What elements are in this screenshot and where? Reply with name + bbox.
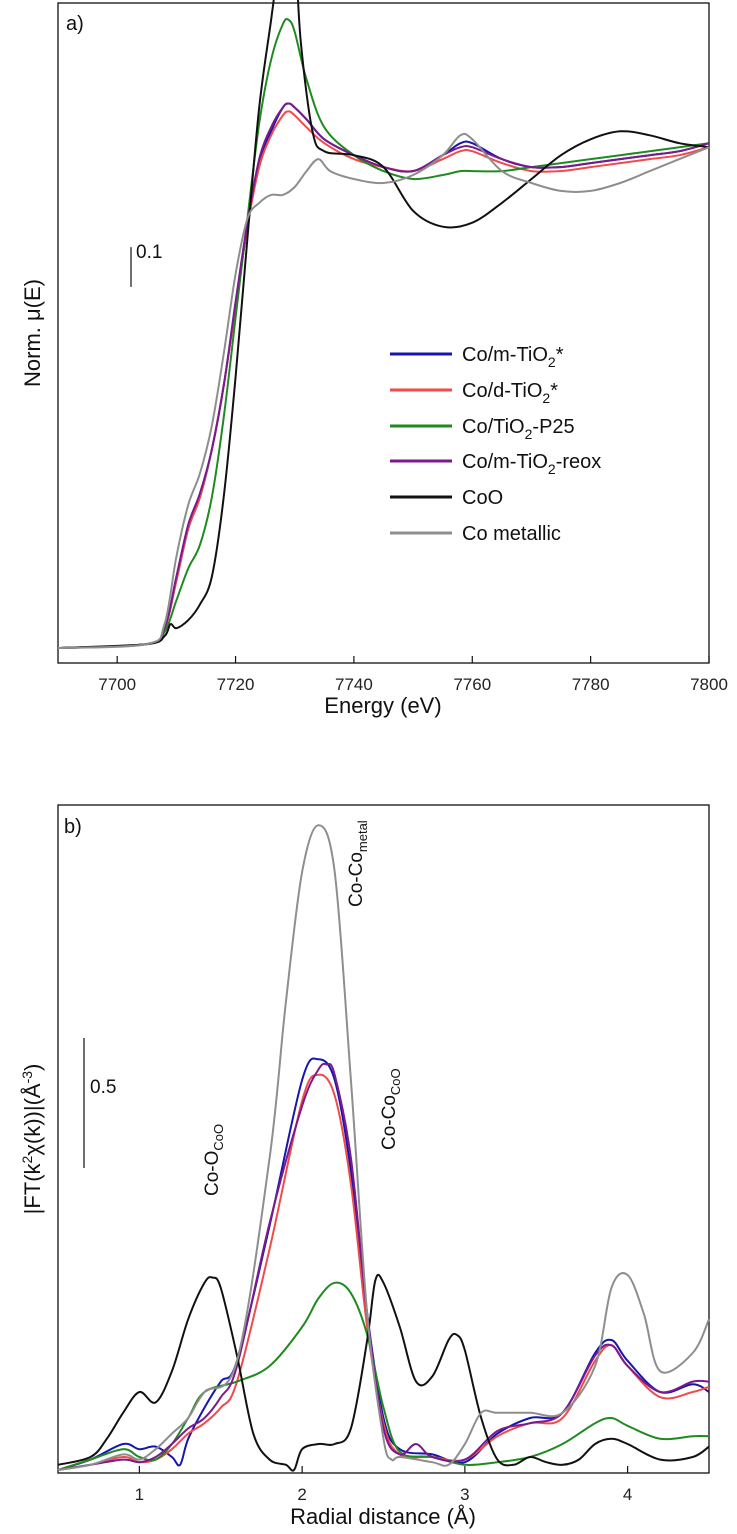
panel-a-series-group	[57, 0, 710, 649]
panel-b-x-tick-label: 2	[297, 1485, 306, 1504]
panel-b-exafs: b) 1 2 3 4 Radial distance (Å) |FT(k2χ(k))|…	[19, 804, 710, 1529]
panel-a-x-tick-label: 7760	[453, 675, 491, 694]
panel-b-series-line-co-metallic	[57, 824, 710, 1471]
panel-a-x-tick-label: 7720	[217, 675, 255, 694]
panel-a-y-axis-title: Norm. μ(E)	[20, 279, 45, 387]
panel-a-scale-bar-label: 0.1	[136, 242, 162, 263]
panel-b-series-line-coo	[57, 1273, 710, 1472]
panel-a-xanes: a) 7700 7720 7740 7760 7780 7800 Energy (eV) …	[20, 0, 728, 718]
legend-label-co-tio2-p25: Co/TiO2-P25	[462, 416, 575, 442]
panel-b-frame	[57, 804, 710, 1474]
panel-a-x-axis-title: Energy (eV)	[324, 693, 441, 718]
panel-a-frame	[57, 2, 710, 664]
legend-entry-co-m-tio2-reox: Co/m-TiO2-reox	[390, 451, 601, 477]
panel-b-scale-bar-label: 0.5	[90, 1077, 116, 1098]
panel-a-x-tick-label: 7800	[690, 675, 728, 694]
panel-a-x-tick-label: 7740	[335, 675, 373, 694]
panel-a-x-tick-label: 7780	[572, 675, 610, 694]
panel-a-scale-bar: 0.1	[130, 242, 162, 287]
panel-a-x-axis: 7700 7720 7740 7760 7780 7800	[98, 656, 728, 694]
legend-entry-co-metallic: Co metallic	[390, 523, 561, 545]
legend-entry-co-tio2-p25: Co/TiO2-P25	[390, 416, 575, 442]
legend-label-coo: CoO	[462, 487, 503, 509]
legend-entry-co-m-tio2: Co/m-TiO2*	[390, 344, 564, 370]
panel-b-series-line-co-d-tio2	[57, 1073, 710, 1471]
panel-b-x-axis-title: Radial distance (Å)	[290, 1504, 476, 1529]
panel-a-x-tick-label: 7700	[98, 675, 136, 694]
panel-b-series-line-co-tio2-p25	[57, 1281, 710, 1471]
panel-b-y-axis-title: |FT(k2χ(k))|(Å-3)	[19, 1064, 45, 1215]
panel-b-x-tick-label: 1	[135, 1485, 144, 1504]
legend-label-co-d-tio2: Co/d-TiO2*	[462, 380, 558, 406]
legend-label-co-m-tio2-reox: Co/m-TiO2-reox	[462, 451, 601, 477]
annotation-co-co-coo: Co-CoCoO	[379, 1068, 403, 1150]
panel-b-series-group	[57, 824, 710, 1472]
panel-a-series-line-co-m-tio2-reox	[57, 102, 710, 649]
panel-a-series-line-coo	[57, 0, 710, 649]
panel-b-x-tick-label: 3	[460, 1485, 469, 1504]
legend-entry-coo: CoO	[390, 487, 503, 509]
panel-a-series-line-co-d-tio2	[57, 110, 710, 649]
panel-b-series-line-co-m-tio2-reox	[57, 1062, 710, 1471]
panel-b-scale-bar: 0.5	[83, 1038, 116, 1168]
legend-entry-co-d-tio2: Co/d-TiO2*	[390, 380, 558, 406]
panel-b-x-axis: 1 2 3 4	[135, 1466, 632, 1504]
panel-a-label: a)	[66, 13, 84, 35]
panel-b-x-tick-label: 4	[623, 1485, 632, 1504]
panel-a-series-line-co-tio2-p25	[57, 17, 710, 649]
annotation-co-co-metal: Co-Cometal	[346, 820, 370, 907]
panel-a-series-line-co-metallic	[57, 132, 710, 649]
panel-b-label: b)	[64, 816, 82, 838]
panel-b-series-line-co-m-tio2	[57, 1057, 710, 1471]
legend-label-co-metallic: Co metallic	[462, 523, 561, 545]
panel-a-legend: Co/m-TiO2* Co/d-TiO2* Co/TiO2-P25 Co/m-T…	[390, 344, 601, 545]
annotation-co-o-coo: Co-OCoO	[202, 1124, 226, 1196]
legend-label-co-m-tio2: Co/m-TiO2*	[462, 344, 564, 370]
